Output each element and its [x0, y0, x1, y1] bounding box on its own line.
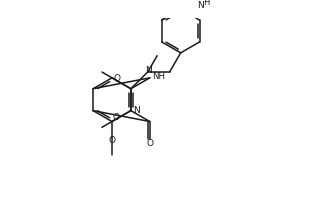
Text: O: O: [109, 136, 115, 145]
Text: O: O: [113, 74, 120, 83]
Text: N: N: [145, 66, 152, 75]
Text: NH: NH: [152, 72, 165, 81]
Text: N: N: [197, 1, 203, 10]
Text: H: H: [203, 0, 209, 7]
Text: O: O: [112, 113, 119, 122]
Text: N: N: [133, 106, 139, 115]
Text: O: O: [146, 139, 153, 148]
